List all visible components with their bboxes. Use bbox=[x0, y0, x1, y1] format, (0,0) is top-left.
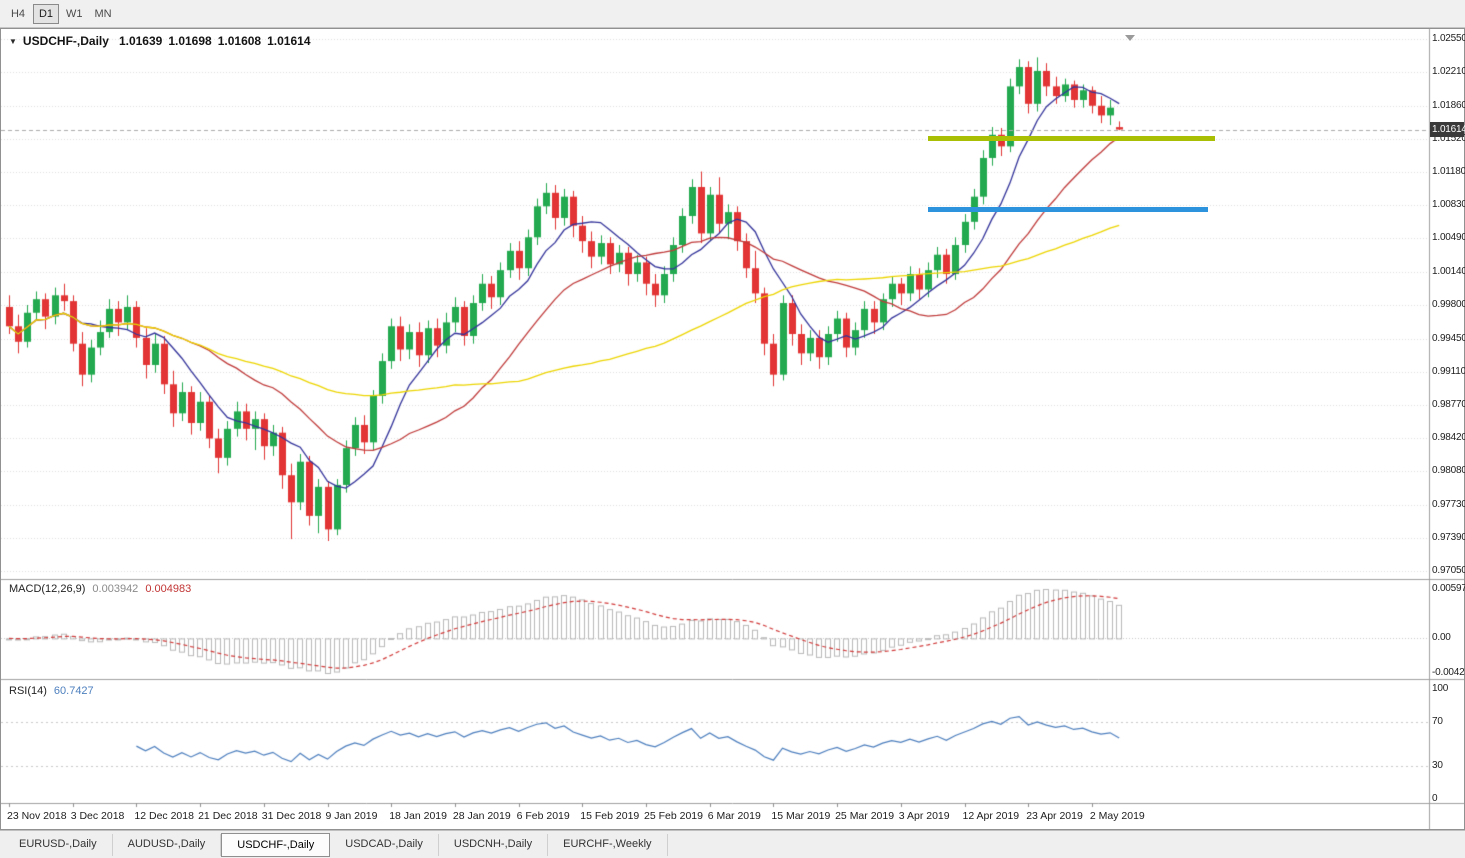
date-axis-label: 31 Dec 2018 bbox=[261, 810, 322, 822]
chart-tab-usdcnh-daily[interactable]: USDCNH-,Daily bbox=[439, 834, 549, 856]
chart-dropdown-icon[interactable]: ▼ bbox=[9, 36, 17, 46]
date-axis-label: 23 Apr 2019 bbox=[1026, 810, 1083, 822]
price-scale-label: 0.99800 bbox=[1432, 299, 1465, 310]
resistance-line[interactable] bbox=[928, 136, 1215, 142]
rsi-value: 60.7427 bbox=[53, 685, 94, 697]
rsi-scale-label: 70 bbox=[1432, 716, 1443, 727]
price-scale-label: 0.97730 bbox=[1432, 499, 1465, 511]
date-axis-label: 2 May 2019 bbox=[1089, 810, 1145, 822]
date-axis-label: 15 Feb 2019 bbox=[580, 810, 640, 822]
date-axis-label: 21 Dec 2018 bbox=[198, 810, 258, 822]
date-axis-label: 9 Jan 2019 bbox=[325, 810, 378, 822]
chart-tab-eurchf-weekly[interactable]: EURCHF-,Weekly bbox=[548, 834, 668, 856]
date-axis-label: 28 Jan 2019 bbox=[452, 810, 511, 822]
date-axis-label: 12 Dec 2018 bbox=[134, 810, 194, 822]
rsi-indicator-label: RSI(14) 60.7427 bbox=[9, 685, 94, 697]
chart-tab-eurusd-daily[interactable]: EURUSD-,Daily bbox=[4, 834, 113, 856]
price-scale-label: 1.00140 bbox=[1432, 266, 1465, 278]
price-scale-label: 1.01860 bbox=[1432, 99, 1465, 111]
macd-main-value: 0.003942 bbox=[92, 583, 139, 595]
timeframe-button-mn[interactable]: MN bbox=[94, 7, 112, 20]
ohlc-low: 1.01608 bbox=[217, 34, 262, 48]
price-scale[interactable]: 1.01614 1.02550 1.02210 1.01860 1.01520 1.01… bbox=[1430, 29, 1465, 829]
chart-symbol-label: USDCHF-,Daily bbox=[22, 34, 109, 48]
price-scale-label: 0.99110 bbox=[1432, 365, 1465, 377]
price-scale-label: 0.98420 bbox=[1432, 432, 1465, 444]
price-scale-label: 0.97050 bbox=[1432, 565, 1465, 576]
timeframe-button-d1[interactable]: D1 bbox=[33, 3, 59, 24]
price-chart-canvas[interactable] bbox=[1, 29, 1464, 829]
ohlc-high: 1.01698 bbox=[168, 34, 212, 48]
chart-tab-usdchf-daily[interactable]: USDCHF-,Daily bbox=[221, 833, 331, 857]
timeframe-toolbar: H4 D1 W1 MN bbox=[0, 0, 1465, 28]
price-scale-label: 0.98080 bbox=[1432, 465, 1465, 477]
date-axis-label: 3 Dec 2018 bbox=[70, 810, 125, 822]
macd-signal-value: 0.004983 bbox=[145, 583, 192, 595]
macd-scale-label: 0.00597 bbox=[1432, 583, 1465, 594]
date-axis-label: 15 Mar 2019 bbox=[771, 810, 831, 822]
chart-shift-marker-icon[interactable] bbox=[1125, 35, 1135, 41]
ohlc-close: 1.01614 bbox=[267, 34, 311, 48]
date-axis-label: 25 Mar 2019 bbox=[835, 810, 895, 822]
chart-tab-audusd-daily[interactable]: AUDUSD-,Daily bbox=[113, 834, 222, 856]
price-scale-label: 1.00490 bbox=[1432, 232, 1465, 244]
rsi-scale-label: 30 bbox=[1432, 760, 1443, 771]
date-axis-label: 6 Feb 2019 bbox=[516, 810, 570, 822]
price-scale-label: 0.98770 bbox=[1432, 398, 1465, 410]
timeframe-button-w1[interactable]: W1 bbox=[66, 7, 83, 20]
current-price-badge: 1.01614 bbox=[1430, 121, 1465, 137]
support-line[interactable] bbox=[928, 206, 1209, 212]
price-scale-label: 1.00830 bbox=[1432, 199, 1465, 211]
timeframe-button-h4[interactable]: H4 bbox=[10, 7, 26, 20]
price-scale-label: 1.01180 bbox=[1432, 165, 1465, 177]
price-scale-label: 1.01520 bbox=[1432, 132, 1465, 144]
chart-tabs-bar: EURUSD-,Daily AUDUSD-,Daily USDCHF-,Daily U… bbox=[0, 830, 1465, 858]
chart-window: ▼ USDCHF-,Daily 1.01639 1.01698 1.01608 … bbox=[0, 28, 1465, 830]
chart-title: ▼ USDCHF-,Daily 1.01639 1.01698 1.01608 … bbox=[9, 34, 317, 48]
date-axis-label: 12 Apr 2019 bbox=[962, 810, 1020, 822]
rsi-scale-label: 100 bbox=[1432, 683, 1449, 694]
macd-name: MACD(12,26,9) bbox=[9, 583, 86, 595]
date-axis-label: 25 Feb 2019 bbox=[644, 810, 703, 822]
ohlc-open: 1.01639 bbox=[118, 34, 163, 48]
time-axis[interactable]: 23 Nov 2018 3 Dec 2018 12 Dec 2018 21 Dec 2… bbox=[1, 804, 1429, 829]
date-axis-label: 6 Mar 2019 bbox=[707, 810, 761, 822]
date-axis-label: 3 Apr 2019 bbox=[898, 810, 950, 822]
macd-indicator-label: MACD(12,26,9) 0.003942 0.004983 bbox=[9, 583, 191, 595]
macd-scale-label: -0.00424 bbox=[1432, 667, 1465, 678]
rsi-name: RSI(14) bbox=[9, 685, 47, 697]
date-axis-label: 23 Nov 2018 bbox=[7, 810, 67, 822]
macd-scale-label: 0.00 bbox=[1432, 632, 1451, 644]
price-scale-label: 1.02550 bbox=[1432, 33, 1465, 44]
rsi-scale-label: 0 bbox=[1432, 793, 1438, 804]
chart-tab-usdcad-daily[interactable]: USDCAD-,Daily bbox=[330, 834, 439, 856]
date-axis-label: 18 Jan 2019 bbox=[389, 810, 447, 822]
price-scale-label: 0.99450 bbox=[1432, 332, 1465, 344]
price-scale-label: 1.02210 bbox=[1432, 65, 1465, 77]
price-scale-label: 0.97390 bbox=[1432, 532, 1465, 544]
